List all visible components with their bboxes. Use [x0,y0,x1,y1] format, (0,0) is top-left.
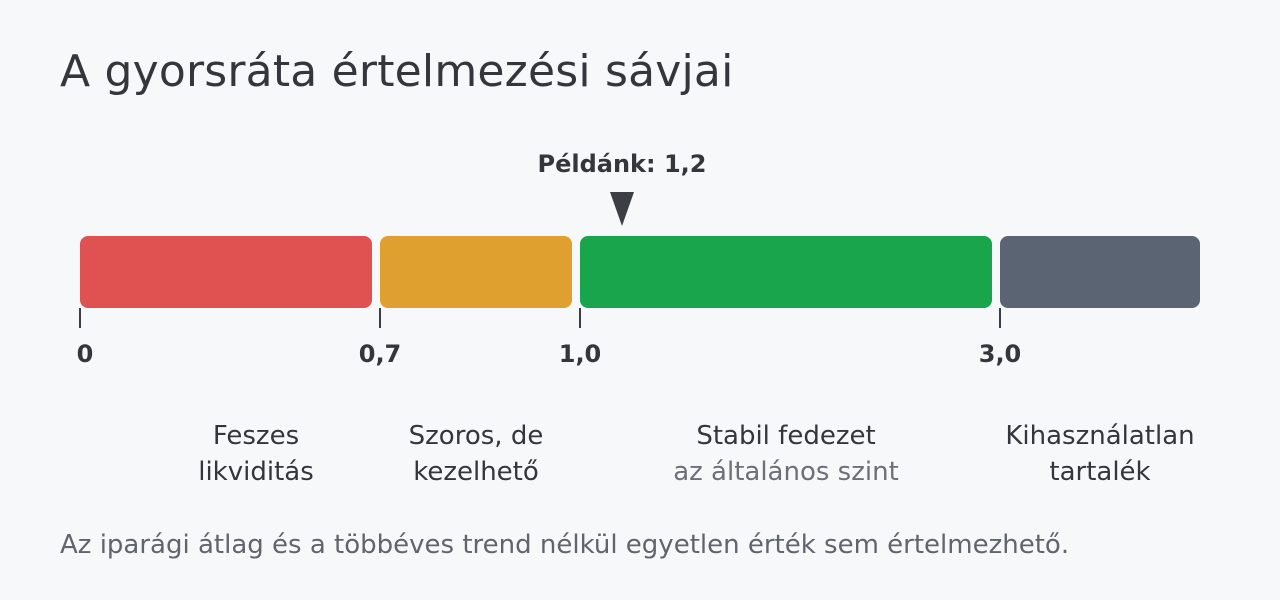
band-label-line: likviditás [198,457,314,487]
band-segment-narrow [380,236,572,308]
tick-mark [79,308,81,328]
tick-mark [999,308,1001,328]
footnote: Az iparági átlag és a többéves trend nél… [60,530,1070,560]
tick-label: 3,0 [978,340,1022,368]
band-label-line: Feszes [212,421,300,451]
band-label-line: Kihasználatlan [1005,421,1195,451]
band-segment-tight [80,236,372,308]
tick-mark [579,308,581,328]
band-label-line: kezelhető [413,457,539,487]
band-label-line: Szoros, de [408,421,544,451]
band-label-line: tartalék [1049,457,1151,487]
band-label-stable: Stabil fedezet az általános szint [656,418,916,490]
band-label-tight: Feszes likviditás [126,418,386,490]
band-segment-stable [580,236,992,308]
example-marker-arrow-icon [610,192,634,226]
tick-mark [379,308,381,328]
band-segment-unused [1000,236,1200,308]
band-label-line: Stabil fedezet [696,421,876,451]
band-label-narrow: Szoros, de kezelhető [346,418,606,490]
band-label-line: az általános szint [673,457,899,487]
page-title: A gyorsráta értelmezési sávjai [60,46,734,97]
tick-label: 0,7 [358,340,402,368]
example-marker-label: Példánk: 1,2 [537,150,707,178]
band-label-unused: Kihasználatlan tartalék [970,418,1230,490]
tick-label: 0 [76,340,94,368]
tick-label: 1,0 [558,340,602,368]
